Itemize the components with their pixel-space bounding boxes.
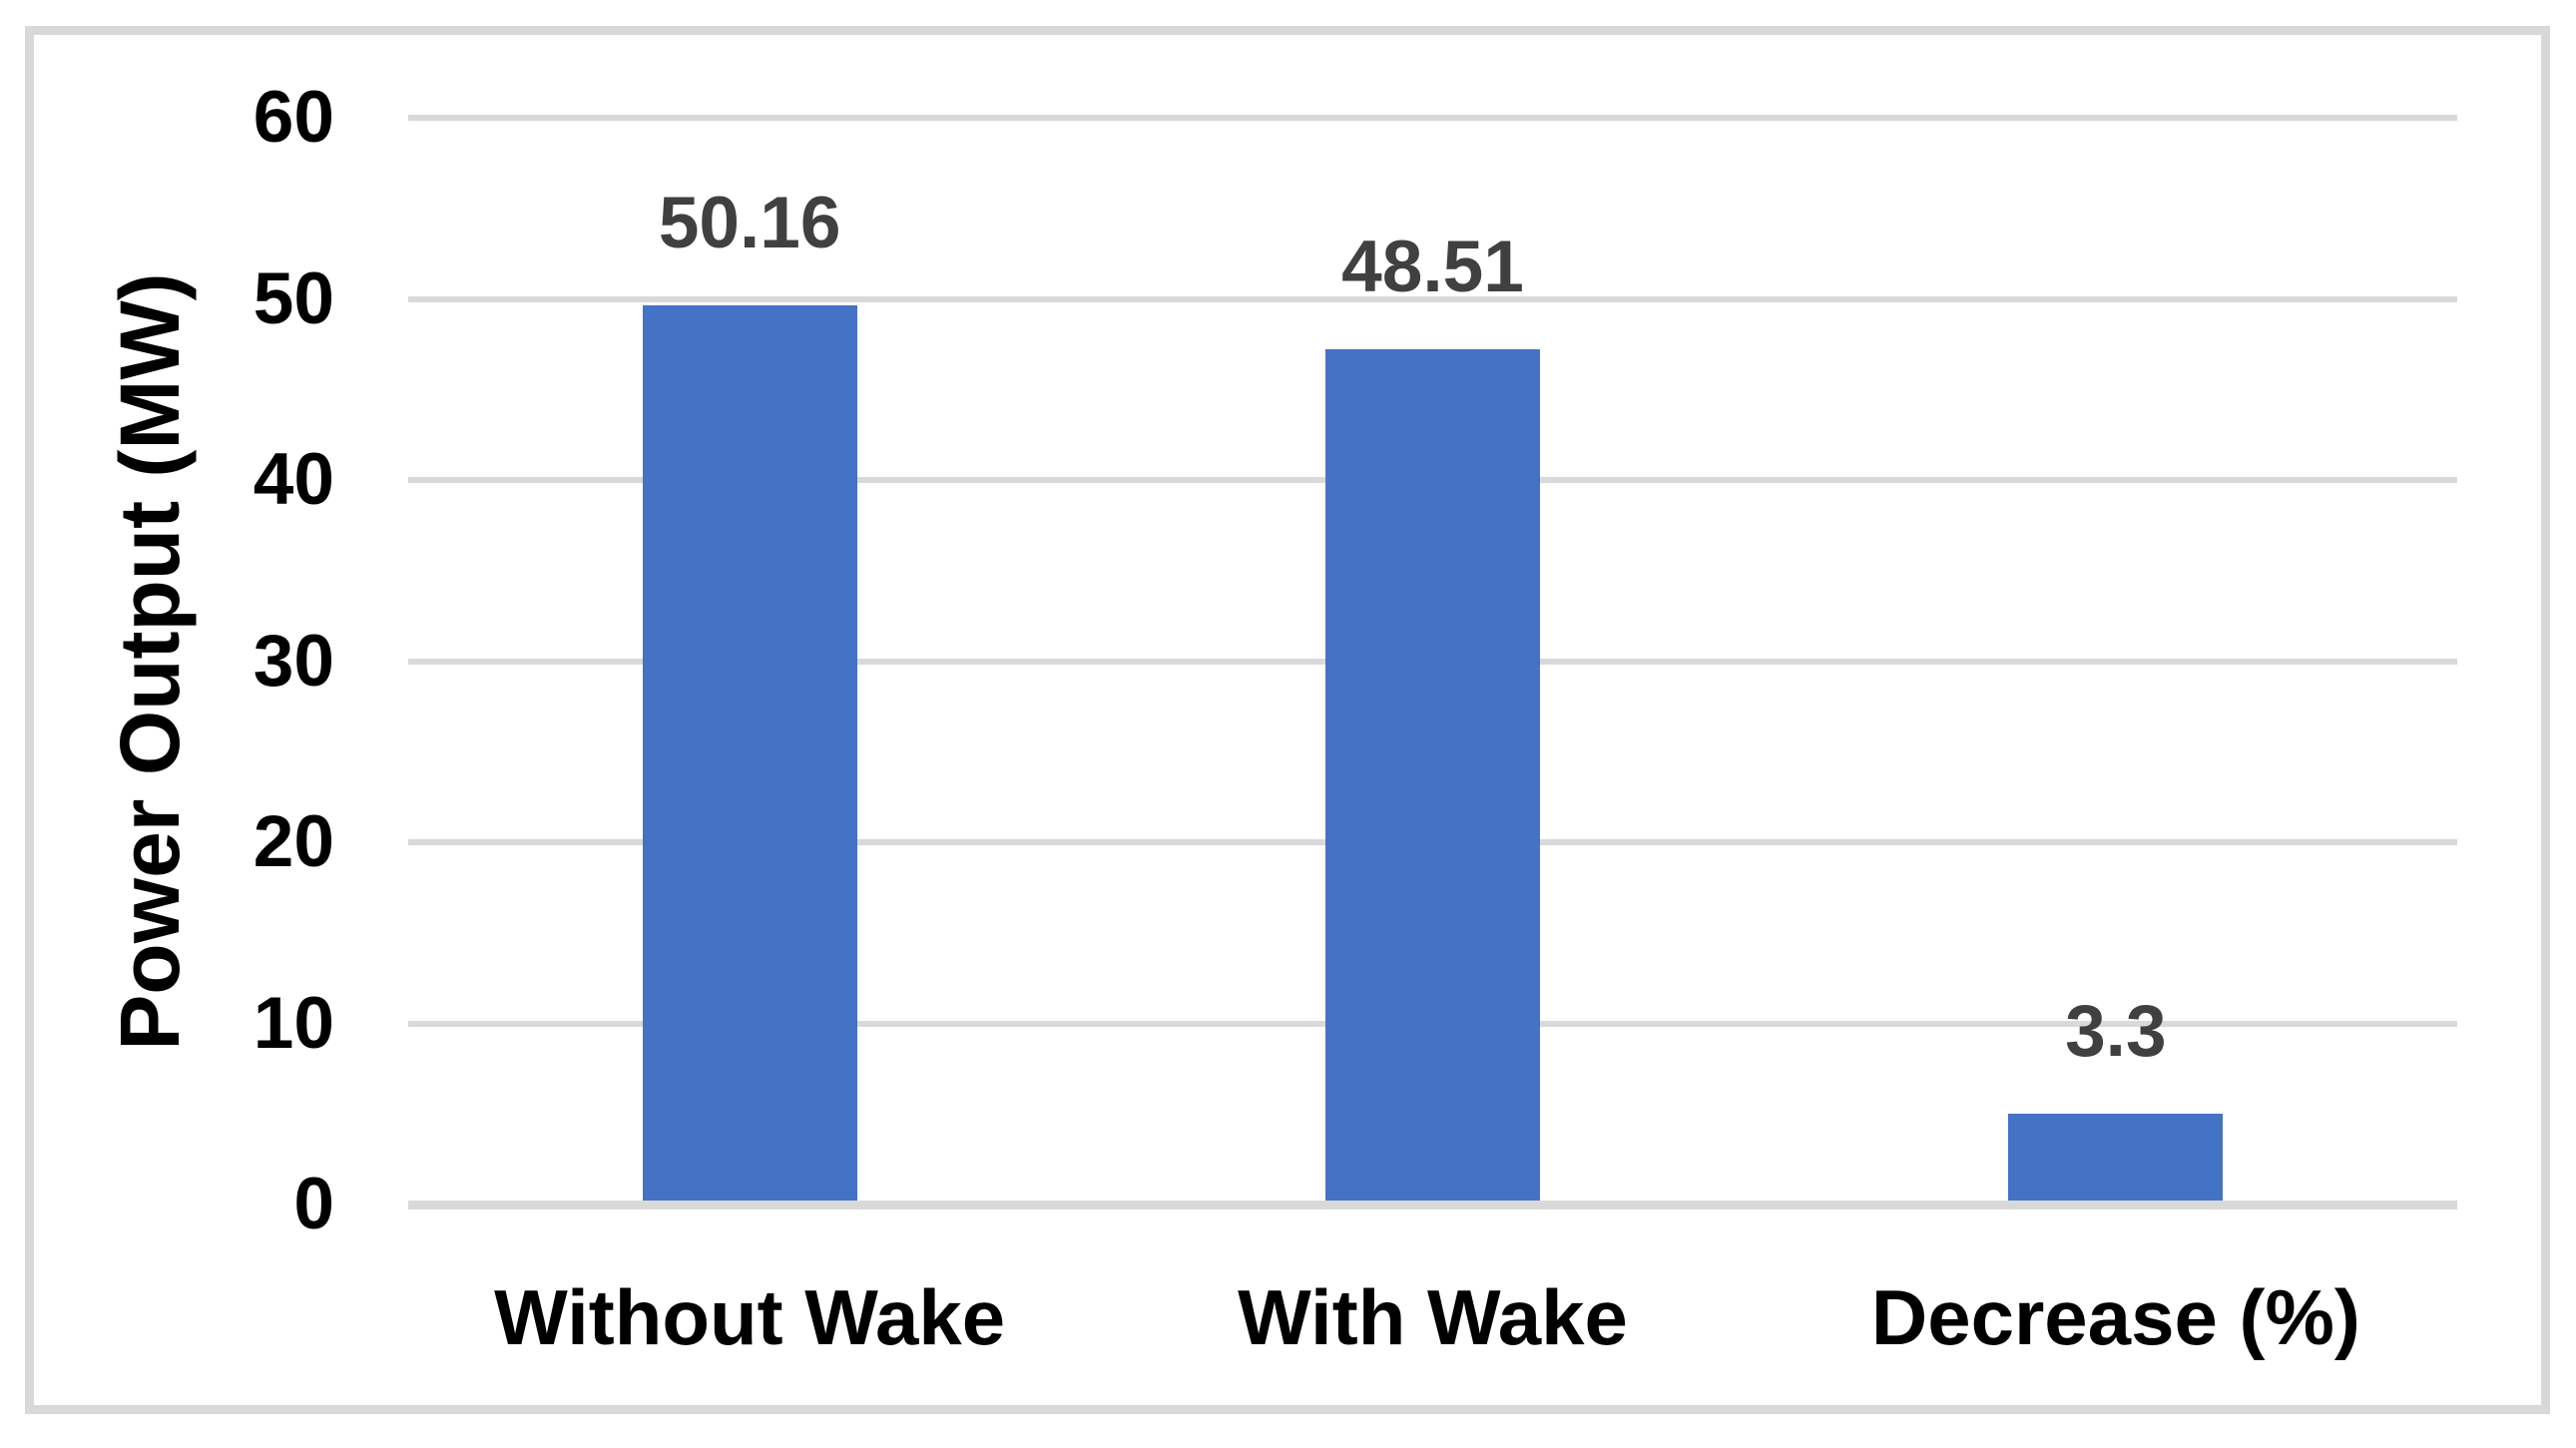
category-label-with-wake: With Wake [1238, 1273, 1628, 1361]
y-tick-label-10: 10 [253, 982, 334, 1064]
bar-without-wake [642, 305, 857, 1201]
data-label-without-wake: 50.16 [658, 183, 841, 264]
y-tick-label-20: 20 [253, 801, 334, 882]
data-label-with-wake: 48.51 [1341, 226, 1524, 307]
y-tick-label-0: 0 [293, 1164, 334, 1244]
chart-outer-border [25, 26, 2550, 1414]
y-tick-label-40: 40 [253, 439, 334, 520]
x-axis-line [408, 1200, 2457, 1209]
bar-decrease [2008, 1113, 2224, 1201]
category-label-without-wake: Without Wake [494, 1273, 1006, 1361]
bar-with-wake [1325, 348, 1540, 1201]
y-tick-label-50: 50 [253, 257, 334, 339]
gridline-60 [408, 115, 2457, 121]
y-tick-label-60: 60 [253, 77, 334, 158]
y-tick-label-30: 30 [253, 620, 334, 702]
data-label-decrease: 3.3 [2065, 990, 2167, 1072]
category-label-decrease: Decrease (%) [1870, 1273, 2360, 1361]
gridline-50 [408, 295, 2457, 302]
